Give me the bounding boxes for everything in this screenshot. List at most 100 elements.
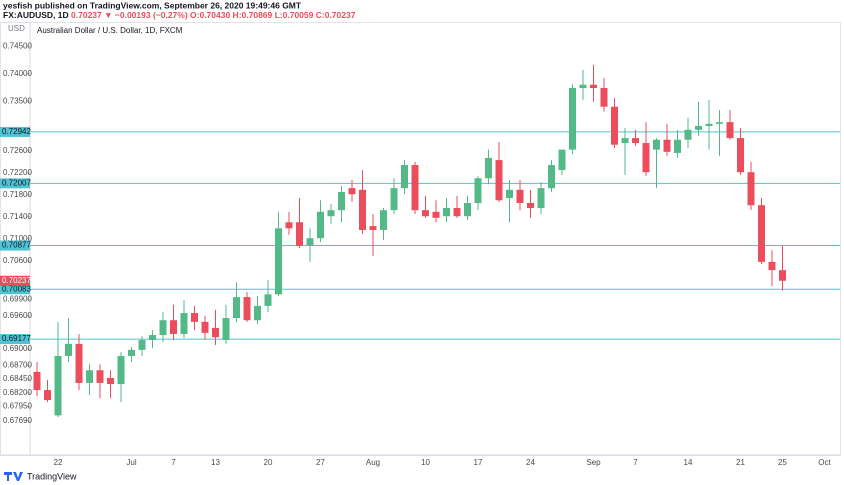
candle-body [737, 138, 744, 173]
candle-body [642, 143, 650, 173]
candle-body [726, 122, 734, 139]
candle-body [222, 318, 230, 341]
x-tick-label: 14 [684, 458, 693, 467]
last-price-label: 0.70237 [2, 276, 31, 285]
candle-body [44, 390, 51, 400]
quote-line: FX:AUDUSD, 1D 0.70237 ▼ −0.00193 (−0.27%… [3, 10, 356, 20]
candle-body [327, 210, 335, 217]
x-tick-label: 20 [264, 458, 273, 467]
candle-body [747, 172, 755, 206]
y-tick-label: 0.68700 [3, 360, 32, 369]
candle-body [653, 139, 660, 150]
candle-body [243, 297, 251, 321]
candle-body [159, 320, 167, 336]
y-tick-label: 0.68200 [3, 388, 32, 397]
candle-body [548, 165, 555, 189]
candle-body [485, 157, 492, 179]
price-line-tag [0, 178, 30, 189]
candle-body [495, 160, 503, 201]
y-tick-label: 0.72600 [3, 146, 32, 155]
candle-body [180, 313, 188, 334]
candle-body [684, 129, 692, 140]
candle-body [579, 84, 587, 89]
candle-body [359, 189, 366, 230]
price-line-tag [0, 334, 30, 345]
candle-body [201, 321, 209, 333]
price-line-label: 0.70877 [2, 241, 31, 250]
symbol: FX:AUDUSD, 1D [3, 10, 69, 20]
candle-body [558, 149, 566, 171]
plot-frame [0, 22, 841, 456]
candle-body [390, 188, 398, 211]
candle-body [516, 189, 524, 204]
candle-body [65, 343, 72, 356]
publisher: yesfish published on TradingView.com, Se… [3, 0, 302, 10]
y-tick-label: 0.69900 [3, 294, 32, 303]
x-tick-label: Oct [818, 458, 831, 467]
price-line-label: 0.69177 [2, 334, 31, 343]
candle-body [621, 138, 629, 144]
price-line-tag [0, 126, 30, 137]
chart-title: Australian Dollar / U.S. Dollar, 1D, FXC… [37, 26, 183, 35]
x-tick-label: 17 [474, 458, 483, 467]
y-tick-label: 0.74000 [3, 69, 32, 78]
x-tick-label: 22 [54, 458, 63, 467]
x-tick-label: 10 [421, 458, 430, 467]
candle-body [537, 188, 545, 208]
candle-body [86, 370, 93, 383]
x-tick-label: 25 [778, 458, 787, 467]
x-tick-label: 13 [211, 458, 220, 467]
y-tick-label: 0.69000 [3, 344, 32, 353]
candle-body [600, 88, 608, 107]
candle-body [191, 313, 198, 322]
footer-brand: TradingView [27, 471, 77, 481]
candle-body [254, 305, 261, 321]
candle-body [453, 207, 461, 217]
candle-body [590, 84, 597, 89]
x-tick-label: 21 [736, 458, 745, 467]
candle-body [506, 189, 513, 199]
candle-body [663, 139, 671, 152]
price-line-tag [0, 240, 30, 251]
candle-body [264, 294, 272, 306]
price-line-tag [0, 284, 30, 295]
candle-body [474, 178, 482, 204]
candle-body [695, 125, 702, 130]
y-tick-label: 0.71400 [3, 212, 32, 221]
candle-body [527, 203, 534, 208]
y-tick-label: 0.73500 [3, 96, 32, 105]
logo [4, 472, 23, 481]
price-line-label: 0.72007 [2, 178, 31, 187]
y-tick-label: 0.71000 [3, 234, 32, 243]
candle-body [149, 335, 156, 341]
x-tick-label: 27 [316, 458, 325, 467]
y-tick-label: 0.72200 [3, 168, 32, 177]
candle-body [128, 349, 135, 356]
x-tick-label: 7 [171, 458, 176, 467]
candle-body [296, 222, 303, 246]
candle-body [285, 222, 293, 229]
y-tick-label: 0.69600 [3, 311, 32, 320]
candle-body [432, 211, 440, 218]
quote: 0.70237 ▼ −0.00193 (−0.27%) O:0.70430 H:… [71, 10, 356, 20]
x-tick-label: Sep [586, 458, 601, 467]
candle-body [33, 371, 41, 391]
candle-body [380, 210, 387, 230]
y-tick-label: 0.74500 [3, 41, 32, 50]
x-tick-label: Aug [366, 458, 380, 467]
candle-body [758, 205, 765, 262]
candle-body [401, 165, 408, 189]
candle-body [348, 188, 356, 195]
y-tick-label: 0.70600 [3, 256, 32, 265]
candle-body [464, 203, 471, 217]
y-axis-label: USD [8, 24, 25, 33]
candle-body [422, 210, 429, 217]
candle-body [611, 106, 618, 145]
candle-body [768, 261, 776, 271]
last-price-tag [0, 275, 30, 286]
x-tick-label: 24 [526, 458, 535, 467]
candle-body [338, 192, 345, 211]
candle-body [275, 228, 282, 295]
candle-body [107, 377, 114, 385]
